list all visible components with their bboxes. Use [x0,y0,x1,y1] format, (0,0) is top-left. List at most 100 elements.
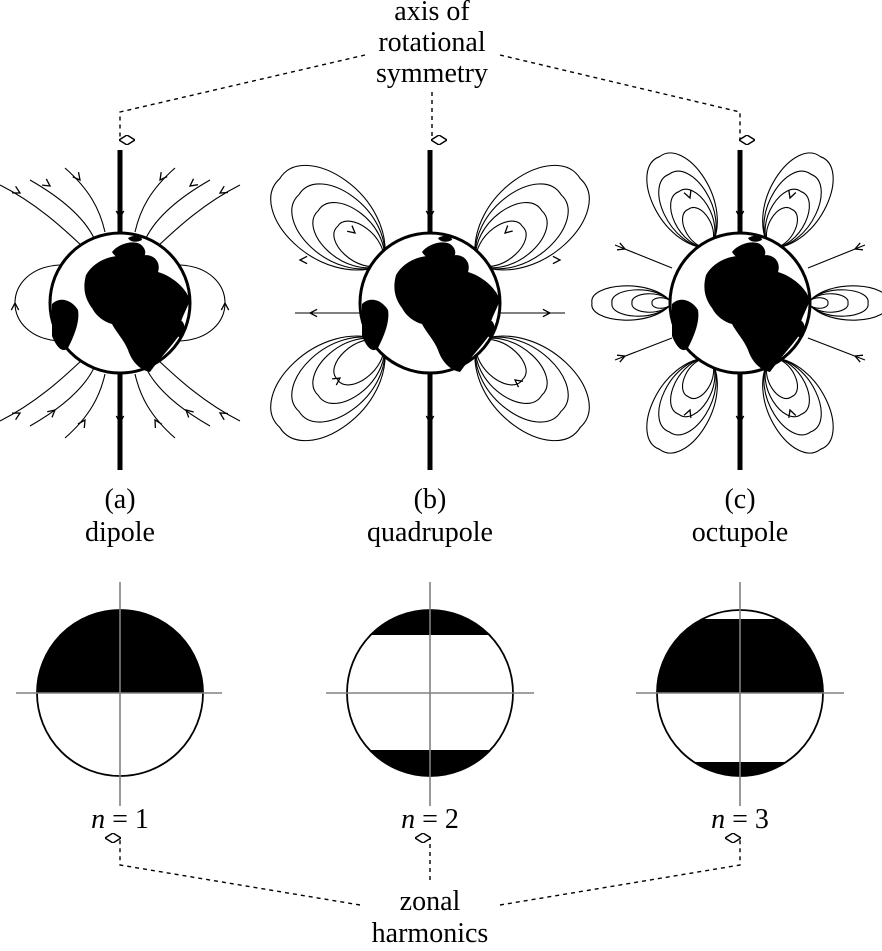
quadrupole-field-loop [475,337,548,404]
octupole-field-loop [658,170,717,250]
octupole-field-loop [670,188,716,250]
octupole-field-loop [682,206,715,250]
dipole-field-line [64,373,106,439]
dipole-field-line [29,367,95,427]
top-label-line-3: symmetry [376,58,488,89]
dipole-field-arrow [72,171,81,182]
quadrupole-axis-arrow-bottom [425,415,435,425]
top-label: axis of rotational symmetry [376,0,488,89]
quadrupole-field-loop [312,202,385,269]
quadrupole-field-loop [312,337,385,404]
octupole-field-loop [764,188,810,250]
quadrupole-field-loop [270,335,386,442]
n1-label: n = 1 [91,804,149,835]
bottom-label: zonal harmonics [372,886,489,949]
octupole-field-loop [807,293,849,313]
dipole-field-panel [0,150,241,470]
octupole-field-loop [763,356,822,436]
octupole-axis-arrow-top [735,210,745,220]
zonal-harmonic-n2 [326,582,534,806]
dipole-field-arrow [184,409,194,418]
bottom-leader-lines [120,838,740,906]
dipole-field-line [0,359,83,422]
quadrupole-earth-globe-icon [358,231,502,375]
top-leader-lines [120,54,740,140]
octupole-field-arrow [788,408,797,418]
quadrupole-field-loop [291,183,386,270]
octupole-field-loop [765,206,798,250]
octupole-field-line [807,244,866,269]
quadrupole-field-arrow [513,379,524,388]
dipole-axis-arrow-top [115,210,125,220]
dipole-field-line [0,184,83,247]
octupole-field-loop [765,356,798,400]
panel-c-name: octupole [692,517,788,548]
quadrupole-field-loop [474,164,590,271]
dipole-earth-globe-icon [48,231,192,375]
dipole-field-arrow [218,412,229,421]
octupole-field-loop [682,356,715,400]
octupole-field-line [614,244,673,269]
quadrupole-field-loop [333,220,385,268]
quadrupole-field-arrow [298,255,308,265]
quadrupole-field-arrow [347,225,357,234]
n3-label: n = 3 [711,804,769,835]
quadrupole-field-loop [291,336,386,423]
quadrupole-field-loop [475,338,527,386]
panel-a-letter: (a) [104,484,135,515]
octupole-field-arrow [683,190,692,200]
octupole-field-loop [631,293,673,313]
zonal-harmonic-n3 [636,582,844,806]
quadrupole-field-arrow [503,225,513,234]
octupole-field-loop [762,152,834,250]
octupole-field-arrow [853,354,864,363]
dipole-field-arrow [11,412,22,421]
quadrupole-field-loop [474,183,569,270]
quadrupole-field-loop [270,164,386,271]
dipole-field-arrow [220,301,230,311]
panel-b-letter: (b) [414,484,447,515]
quadrupole-field-loop [475,220,527,268]
dipole-field-line [145,367,211,427]
top-label-line-2: rotational [378,27,486,58]
quadrupole-axis-arrow-top [425,210,435,220]
zonal-harmonic-n1 [16,582,222,806]
dipole-field-line [64,167,106,233]
dipole-axis-arrow-bottom [115,415,125,425]
dipole-field-arrow [218,185,229,194]
dipole-field-line [134,167,176,233]
dipole-field-arrow [77,418,86,429]
bottom-label-line-1: zonal [400,886,461,917]
octupole-field-panel [591,150,882,470]
dipole-field-arrow [10,301,20,311]
octupole-earth-globe-icon [668,231,812,375]
quadrupole-field-loop [333,338,385,386]
octupole-field-loop [658,356,717,436]
octupole-field-loop [611,289,673,317]
dipole-field-arrow [47,409,57,418]
quadrupole-field-loop [474,336,569,423]
octupole-field-arrow [788,190,797,200]
quadrupole-field-arrow [552,255,562,265]
panel-c-letter: (c) [724,484,755,515]
panel-a-name: dipole [85,517,155,548]
octupole-field-loop [764,356,810,418]
dipole-field-line [157,359,241,422]
n2-label: n = 2 [401,804,459,835]
octupole-field-arrow [616,354,627,363]
quadrupole-field-loop [475,202,548,269]
octupole-field-loop [646,356,718,454]
quadrupole-field-loop [474,335,590,442]
dipole-field-line [157,184,241,247]
quadrupole-field-arrow [542,308,552,318]
octupole-field-arrow [616,242,627,251]
quadrupole-field-arrow [308,308,318,318]
octupole-field-loop [807,289,869,317]
octupole-field-loop [807,297,829,309]
octupole-field-loop [807,285,882,321]
quadrupole-field-arrow [332,377,342,386]
octupole-field-loop [591,285,673,321]
octupole-field-loop [670,356,716,418]
octupole-field-loop [763,170,822,250]
panel-b-name: quadrupole [367,517,493,548]
